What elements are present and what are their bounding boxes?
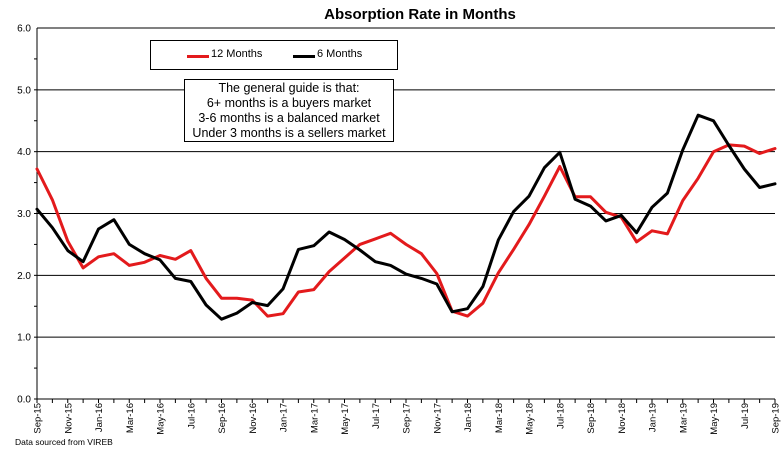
x-tick-label: Sep-16 xyxy=(217,403,228,434)
y-tick-label: 1.0 xyxy=(17,333,31,344)
source-note: Data sourced from VIREB xyxy=(15,437,113,447)
series-lines xyxy=(35,113,777,321)
market-guide-note: The general guide is that: 6+ months is … xyxy=(184,79,394,142)
x-tick-label: Nov-17 xyxy=(432,403,443,434)
note-line: 6+ months is a buyers market xyxy=(206,96,372,110)
x-tick-label: Nov-15 xyxy=(63,403,74,434)
x-tick-label: Sep-15 xyxy=(33,403,44,434)
legend-swatch-6-months xyxy=(293,55,315,58)
y-axis-ticks: 0.0 1.0 2.0 3.0 4.0 5.0 6.0 xyxy=(17,24,37,406)
note-line: The general guide is that: xyxy=(218,81,360,95)
x-tick-label: May-19 xyxy=(709,403,720,435)
y-tick-label: 2.0 xyxy=(17,271,31,282)
y-tick-label: 6.0 xyxy=(17,24,31,35)
x-tick-label: Mar-16 xyxy=(125,403,136,433)
y-tick-label: 3.0 xyxy=(17,209,31,220)
grid-lines xyxy=(36,27,775,400)
x-tick-label: Mar-19 xyxy=(678,403,689,433)
x-tick-label: Jan-18 xyxy=(463,403,474,432)
x-tick-label: Sep-17 xyxy=(402,403,413,434)
x-tick-label: Jul-16 xyxy=(186,403,197,429)
y-tick-label: 4.0 xyxy=(17,147,31,158)
x-tick-label: Jan-17 xyxy=(279,403,290,432)
y-tick-label: 0.0 xyxy=(17,395,31,406)
x-tick-label: Sep-18 xyxy=(586,403,597,434)
x-tick-label: Mar-18 xyxy=(494,403,505,433)
x-tick-label: May-18 xyxy=(525,403,536,435)
note-line: 3-6 months is a balanced market xyxy=(198,111,380,125)
series-line-6-months xyxy=(35,113,777,321)
legend-label-6-months: 6 Months xyxy=(317,48,363,60)
x-tick-label: Nov-18 xyxy=(617,403,628,434)
x-tick-label: Jan-19 xyxy=(648,403,659,432)
x-tick-label: Sep-19 xyxy=(771,403,782,434)
x-tick-label: Mar-17 xyxy=(309,403,320,433)
x-axis-ticks: Sep-15 Nov-15 Jan-16 Mar-16 May-16 Jul-16 Sep-… xyxy=(33,399,782,435)
chart-title: Absorption Rate in Months xyxy=(324,6,516,23)
x-tick-label: May-17 xyxy=(340,403,351,435)
x-tick-label: Jul-18 xyxy=(555,403,566,429)
x-tick-label: Jul-19 xyxy=(740,403,751,429)
legend-swatch-12-months xyxy=(187,55,209,58)
x-tick-label: May-16 xyxy=(156,403,167,435)
note-line: Under 3 months is a sellers market xyxy=(192,126,386,140)
legend-label-12-months: 12 Months xyxy=(211,48,263,60)
legend: 12 Months 6 Months xyxy=(150,40,398,70)
x-tick-label: Jan-16 xyxy=(94,403,105,432)
x-tick-label: Jul-17 xyxy=(371,403,382,429)
y-tick-label: 5.0 xyxy=(17,85,31,96)
series-line-12-months xyxy=(35,143,777,318)
x-tick-label: Nov-16 xyxy=(248,403,259,434)
